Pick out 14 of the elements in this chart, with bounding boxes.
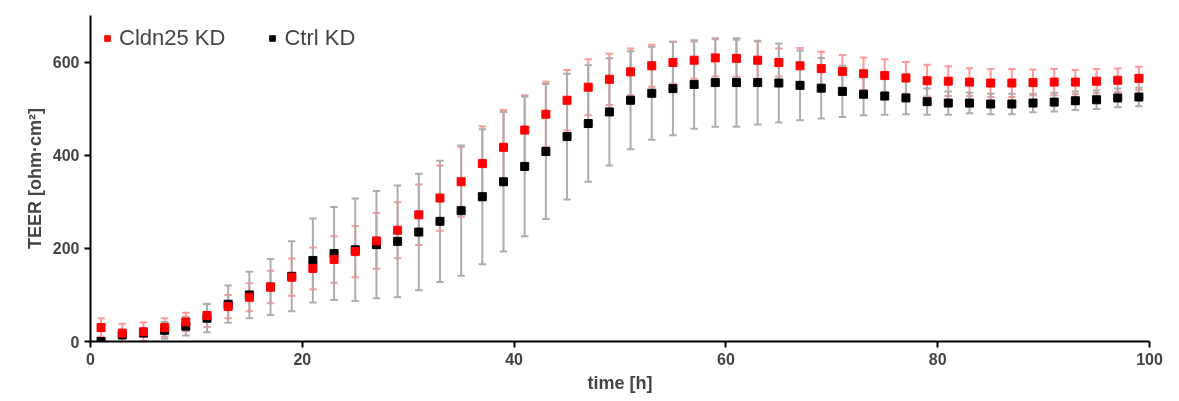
y-tick-label: 600 <box>52 54 80 72</box>
y-tick-label: 0 <box>70 333 80 351</box>
x-tick-label: 0 <box>86 350 96 368</box>
x-tick-label: 40 <box>505 350 524 368</box>
x-axis-title: time [h] <box>587 372 653 393</box>
y-axis-title: TEER [ohm·cm²] <box>24 108 45 249</box>
y-tick-label: 200 <box>52 240 80 258</box>
legend-label: Ctrl KD <box>284 25 356 51</box>
x-tick-label: 100 <box>1136 350 1163 368</box>
legend-label: Cldn25 KD <box>119 25 226 51</box>
x-tick-label: 60 <box>717 350 735 368</box>
y-tick-label: 400 <box>52 147 80 165</box>
x-tick-label: 20 <box>293 350 312 368</box>
x-tick-label: 80 <box>928 350 947 368</box>
